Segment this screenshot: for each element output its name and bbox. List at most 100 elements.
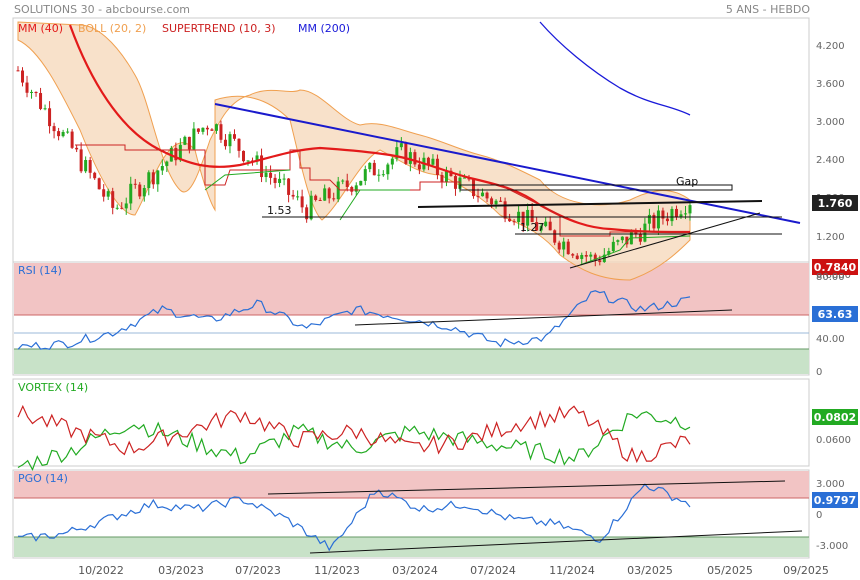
candle (381, 170, 385, 177)
candle (255, 151, 259, 165)
candle (580, 252, 584, 266)
candle (372, 159, 376, 176)
vortex-value: 0.0802 (814, 411, 856, 424)
chart-title: SOLUTIONS 30 - abcbourse.com (14, 3, 190, 16)
legend-supertrend: SUPERTREND (10, 3) (162, 22, 276, 35)
candle (575, 253, 579, 260)
candle (571, 253, 575, 259)
mm200-line (539, 21, 691, 116)
candle (354, 182, 358, 196)
candle (232, 129, 236, 141)
candle (269, 165, 273, 185)
candle (674, 205, 678, 221)
candle (156, 169, 160, 192)
candle (309, 190, 313, 221)
legend-mm200: MM (200) (298, 22, 350, 35)
candle (160, 159, 164, 175)
candle (93, 171, 97, 180)
candle (183, 135, 187, 146)
candle (282, 173, 286, 186)
candle (611, 236, 615, 253)
pgo-axis-3: 3.000 (816, 479, 845, 490)
candle (25, 75, 29, 98)
candle (327, 186, 331, 204)
candle (440, 172, 444, 189)
supertrend-badge (812, 259, 858, 275)
vortex-badge (812, 409, 858, 425)
candle (138, 182, 142, 200)
candle (562, 237, 566, 257)
level-153-label: 1.53 (267, 204, 292, 217)
candle (300, 189, 304, 213)
legend-mm40: MM (40) (18, 22, 63, 35)
candle (395, 139, 399, 162)
time-axis-tick: 09/2025 (783, 564, 829, 577)
candle (21, 67, 25, 87)
candle (88, 156, 92, 179)
candle (30, 89, 34, 99)
candle (521, 211, 525, 233)
candle (530, 203, 534, 223)
last-price-badge (812, 195, 858, 211)
rsi-trend-line (354, 309, 733, 326)
pgo-badge (812, 492, 858, 508)
time-axis-tick: 10/2022 (78, 564, 124, 577)
candle (142, 185, 146, 202)
candle (57, 127, 61, 141)
gap-label: Gap (676, 175, 698, 188)
pgo-line (17, 483, 691, 552)
candle (124, 197, 128, 215)
candle (61, 129, 65, 138)
candle (431, 154, 435, 168)
rsi-badge (812, 306, 858, 322)
candle (34, 91, 38, 97)
candle (350, 185, 354, 196)
candle (665, 212, 669, 226)
time-axis-tick: 07/2024 (470, 564, 516, 577)
candle (539, 223, 543, 233)
candle (52, 122, 56, 139)
candle (363, 165, 367, 186)
chart-period: 5 ANS - HEBDO (726, 3, 810, 16)
candle (566, 238, 570, 255)
pgo-axis-minus3: -3.000 (816, 541, 848, 552)
candle (670, 206, 674, 226)
time-axis-tick: 03/2024 (392, 564, 438, 577)
candle (223, 134, 227, 150)
candle (485, 191, 489, 203)
time-axis-tick: 05/2025 (707, 564, 753, 577)
candle (287, 178, 291, 203)
candle (548, 216, 552, 231)
pgo-lower-trend-line (309, 530, 803, 554)
downtrend-line (214, 103, 801, 224)
time-axis: 10/2022 03/2023 07/2023 11/2023 03/2024 07/20… (78, 564, 829, 577)
price-axis-tick: 4.200 (816, 41, 845, 52)
candle (508, 213, 512, 222)
supertrend-green-line (204, 169, 691, 266)
candle (336, 176, 340, 203)
candle (273, 174, 277, 189)
candle (476, 188, 480, 203)
candle (205, 125, 209, 136)
candle (151, 169, 155, 189)
vortex-minus-line (17, 404, 691, 464)
rsi-line (17, 290, 691, 350)
candle (147, 170, 151, 196)
candle (129, 176, 133, 210)
candle (16, 66, 20, 72)
vortex-plus-line (17, 411, 691, 472)
candle (512, 218, 516, 226)
rsi-label: RSI (14) (18, 264, 62, 277)
candle (48, 101, 52, 134)
vortex-panel (12, 378, 810, 467)
candle (115, 204, 119, 210)
vortex-label: VORTEX (14) (18, 381, 88, 394)
candle (688, 203, 692, 221)
support-line (569, 212, 761, 269)
candle (237, 138, 241, 158)
candle (620, 236, 624, 244)
candle (647, 208, 651, 231)
candle (214, 123, 218, 134)
